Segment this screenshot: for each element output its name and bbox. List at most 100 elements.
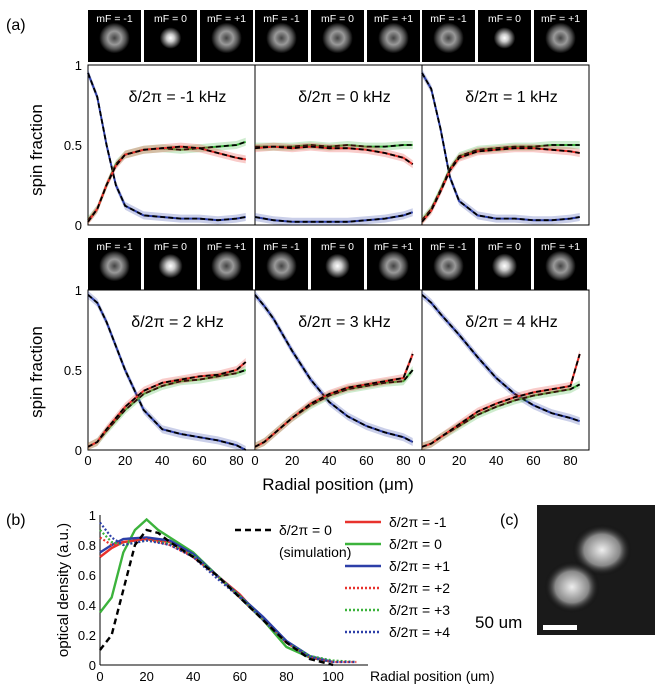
legend-sublabel: (simulation) <box>279 544 351 560</box>
series-error-band <box>255 366 413 450</box>
atom-cloud-spot <box>325 253 350 279</box>
panel-label-c: (c) <box>500 512 519 529</box>
y-tick-label: 0 <box>75 218 82 233</box>
image-label: mF = 0 <box>321 13 354 25</box>
y-tick-label-b: 0.2 <box>78 628 96 643</box>
legend-label: δ/2π = 0 <box>279 522 332 538</box>
x-tick-label-b: 40 <box>186 669 200 684</box>
od-series-line <box>99 521 357 664</box>
atom-cloud-ring <box>97 21 132 55</box>
atom-cloud-ring <box>543 249 578 283</box>
image-label: mF = 0 <box>154 13 187 25</box>
image-label: mF = +1 <box>541 241 580 253</box>
atom-cloud-spot <box>493 27 516 49</box>
image-label: mF = -1 <box>263 241 300 253</box>
image-label: mF = -1 <box>96 241 133 253</box>
legend-label: δ/2π = +4 <box>389 624 450 640</box>
x-tick-label: 0 <box>418 453 425 468</box>
image-label: mF = +1 <box>207 241 246 253</box>
panel-c-image: 50 um <box>475 505 655 635</box>
x-tick-label-b: 60 <box>233 669 247 684</box>
subplot-title: δ/2π = 2 kHz <box>131 314 223 331</box>
panel-label-a: (a) <box>6 17 26 34</box>
atom-cloud-ring <box>376 249 411 283</box>
theory-line <box>421 147 580 223</box>
atom-cloud-ring <box>431 21 466 55</box>
theory-line <box>87 361 247 448</box>
x-tick-label-b: 100 <box>322 669 344 684</box>
atom-cloud-spot <box>491 253 518 279</box>
theory-line <box>421 72 580 222</box>
image-label: mF = +1 <box>541 13 580 25</box>
atom-cloud-ring <box>264 21 299 55</box>
image-label: mF = -1 <box>96 13 133 25</box>
theory-line <box>421 294 581 423</box>
x-tick-label: 20 <box>118 453 132 468</box>
y-tick-label-b: 1 <box>89 508 96 523</box>
subplot: δ/2π = 0 kHz <box>254 64 423 226</box>
image-label: mF = +1 <box>207 13 246 25</box>
series-error-band <box>88 358 246 450</box>
subplot-title: δ/2π = 4 kHz <box>465 314 557 331</box>
x-tick-label: 80 <box>229 453 243 468</box>
x-tick-label: 20 <box>452 453 466 468</box>
x-axis-label-b: Radial position (um) <box>370 668 495 684</box>
image-label: mF = +1 <box>374 13 413 25</box>
theory-line <box>254 145 414 165</box>
optical-density-plot: 0 0.2 0.4 0.6 0.8 1 0 20 40 60 80 100 <box>78 508 368 684</box>
x-tick-label: 20 <box>285 453 299 468</box>
y-tick-label-b: 0.4 <box>78 598 96 613</box>
atom-cloud-spot <box>158 253 183 279</box>
cloud-blob-lower <box>544 561 600 613</box>
legend-label: δ/2π = +2 <box>389 580 450 596</box>
x-tick-label-b: 80 <box>279 669 293 684</box>
y-tick-label-b: 0 <box>89 658 96 673</box>
image-label: mF = +1 <box>374 241 413 253</box>
subplot: δ/2π = 1 kHz <box>421 64 590 226</box>
x-tick-label: 0 <box>251 453 258 468</box>
legend-b: δ/2π = 0 (simulation) δ/2π = -1 δ/2π = 0 δ/2… <box>235 514 450 640</box>
subplot-title: δ/2π = 3 kHz <box>298 314 390 331</box>
atom-cloud-ring <box>264 249 299 283</box>
x-tick-label-b: 20 <box>139 669 153 684</box>
series-error-band <box>422 144 580 225</box>
theory-line <box>87 145 246 223</box>
legend-label: δ/2π = +3 <box>389 602 450 618</box>
subplot-title: δ/2π = 0 kHz <box>298 89 390 106</box>
atom-cloud-ring <box>97 249 132 283</box>
y-tick-label-b: 0.8 <box>78 538 96 553</box>
atom-cloud-ring <box>376 21 411 55</box>
series-error-band <box>422 350 580 450</box>
x-tick-label: 60 <box>526 453 540 468</box>
legend-label: δ/2π = +1 <box>389 558 450 574</box>
y-tick-label: 0.5 <box>64 363 82 378</box>
y-tick-label: 1 <box>75 58 82 73</box>
y-axis-label-bottom: spin fraction <box>27 326 46 418</box>
od-series-line <box>99 517 334 664</box>
subplot: δ/2π = -1 kHz 0 0.5 1 <box>64 58 256 233</box>
subplot: δ/2π = 4 kHz 0 20 40 60 80 <box>418 289 590 468</box>
legend-label: δ/2π = -1 <box>389 514 447 530</box>
legend-label: δ/2π = 0 <box>389 536 442 552</box>
theory-line <box>87 294 247 451</box>
series-error-band <box>422 380 580 450</box>
image-label: mF = -1 <box>430 241 467 253</box>
x-tick-label: 40 <box>155 453 169 468</box>
x-tick-label-b: 0 <box>96 669 103 684</box>
x-axis-label-a: Radial position (μm) <box>262 475 414 494</box>
atom-cloud-ring <box>431 249 466 283</box>
plot-frame <box>421 64 590 226</box>
theory-line <box>421 353 581 448</box>
image-label: mF = 0 <box>488 241 521 253</box>
y-tick-label-b: 0.6 <box>78 568 96 583</box>
absorption-image-strips: mF = -1 mF = 0 mF = +1 mF = -1 mF = 0 mF = +1… <box>88 10 587 290</box>
image-label: mF = -1 <box>430 13 467 25</box>
image-label: mF = 0 <box>154 241 187 253</box>
y-tick-label: 1 <box>75 283 82 298</box>
y-axis-label-top: spin fraction <box>27 104 46 196</box>
y-axis-label-b: optical density (a.u.) <box>55 523 72 657</box>
subplot: δ/2π = 2 kHz 0 0.5 1 0 20 40 60 80 <box>64 283 256 468</box>
series-error-band <box>255 350 413 450</box>
scale-bar-label: 50 um <box>475 613 522 632</box>
